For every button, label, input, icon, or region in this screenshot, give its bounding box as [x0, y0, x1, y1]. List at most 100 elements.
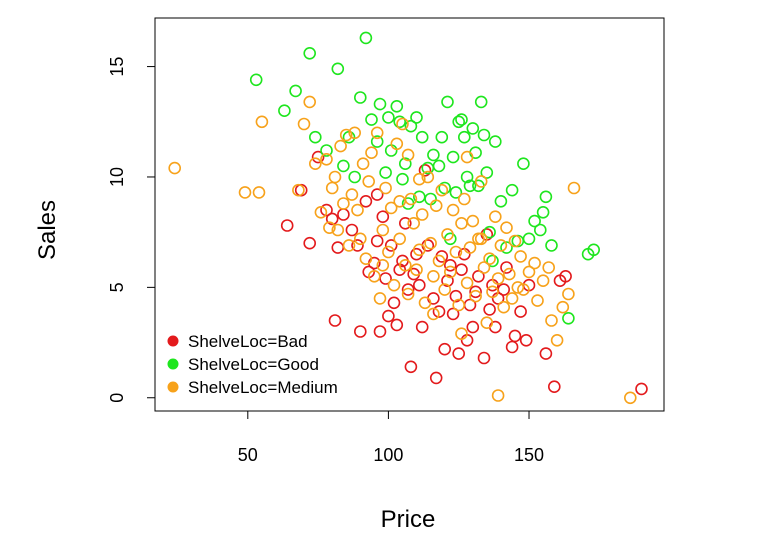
- data-point-good: [331, 62, 345, 76]
- data-point-good: [466, 122, 480, 135]
- data-point-medium: [562, 287, 575, 301]
- data-point-medium: [528, 256, 541, 270]
- data-point-medium: [497, 300, 511, 314]
- y-axis: 0 5 10 15: [107, 57, 156, 403]
- data-point-good: [427, 148, 440, 162]
- data-point-bad: [559, 269, 572, 283]
- data-point-medium: [359, 252, 373, 266]
- data-point-good: [398, 157, 412, 170]
- data-point-medium: [393, 232, 407, 246]
- data-point-medium: [542, 261, 556, 274]
- data-point-good: [289, 84, 302, 98]
- data-point-medium: [545, 314, 558, 327]
- data-point-medium: [373, 292, 387, 305]
- data-point-good: [365, 113, 378, 126]
- data-point-medium: [390, 137, 404, 151]
- data-point-bad: [359, 195, 373, 208]
- data-point-medium: [238, 186, 252, 199]
- data-point-good: [348, 170, 362, 184]
- data-point-medium: [517, 283, 530, 296]
- data-point-medium: [255, 115, 269, 129]
- data-point-bad: [508, 329, 522, 343]
- data-point-medium: [382, 245, 395, 259]
- data-point-medium: [480, 316, 494, 330]
- data-point-medium: [502, 267, 516, 281]
- data-point-good: [500, 241, 513, 254]
- data-point-good: [469, 146, 482, 159]
- data-point-good: [379, 166, 392, 179]
- data-point-good: [438, 181, 452, 195]
- data-point-medium: [168, 161, 181, 175]
- points-layer: [168, 31, 648, 405]
- data-point-good: [539, 190, 553, 204]
- data-point-medium: [351, 203, 364, 217]
- data-point-bad: [303, 236, 317, 250]
- data-point-medium: [556, 300, 570, 314]
- legend-marker: [167, 358, 179, 370]
- data-point-good: [435, 130, 449, 144]
- data-point-medium: [421, 170, 435, 184]
- data-point-bad: [401, 283, 415, 296]
- data-point-bad: [376, 210, 390, 223]
- data-point-good: [533, 223, 547, 237]
- data-point-medium: [410, 263, 423, 277]
- data-point-medium: [365, 146, 378, 159]
- data-point-bad: [404, 360, 418, 374]
- data-point-medium: [407, 217, 421, 230]
- data-point-bad: [382, 309, 395, 323]
- legend-label: ShelveLoc=Good: [188, 355, 319, 374]
- data-point-bad: [351, 239, 364, 252]
- data-point-medium: [252, 186, 266, 199]
- data-point-medium: [474, 175, 488, 188]
- data-point-good: [494, 195, 508, 208]
- data-point-bad: [519, 333, 533, 347]
- data-point-bad: [500, 261, 513, 274]
- data-point-good: [457, 130, 471, 144]
- data-point-bad: [514, 305, 527, 318]
- data-point-medium: [550, 333, 564, 347]
- data-point-good: [410, 111, 423, 124]
- data-point-medium: [412, 172, 426, 186]
- data-point-bad: [539, 347, 553, 360]
- data-point-good: [455, 113, 468, 126]
- data-point-bad: [446, 307, 460, 321]
- data-point-bad: [449, 289, 463, 303]
- data-point-medium: [466, 214, 480, 228]
- data-point-medium: [401, 287, 415, 301]
- data-point-good: [337, 159, 350, 173]
- data-point-good: [373, 97, 387, 111]
- data-point-medium: [449, 245, 463, 259]
- data-point-medium: [623, 391, 637, 405]
- legend-label: ShelveLoc=Bad: [188, 332, 308, 351]
- data-point-medium: [325, 181, 339, 195]
- data-point-bad: [483, 303, 496, 316]
- data-point-medium: [488, 210, 502, 223]
- data-point-bad: [455, 263, 468, 277]
- data-point-medium: [367, 269, 381, 283]
- data-point-medium: [342, 239, 356, 252]
- data-point-bad: [384, 239, 398, 252]
- data-point-medium: [398, 258, 412, 272]
- data-point-good: [446, 150, 460, 164]
- data-point-good: [522, 232, 536, 246]
- data-point-good: [320, 144, 333, 157]
- x-axis-title: Price: [381, 506, 436, 533]
- data-point-good: [483, 225, 496, 239]
- data-point-medium: [491, 272, 505, 285]
- data-point-medium: [432, 254, 446, 268]
- data-point-medium: [443, 265, 457, 279]
- data-point-medium: [412, 243, 426, 257]
- data-point-good: [441, 95, 454, 109]
- data-point-good: [390, 100, 404, 113]
- data-point-good: [536, 206, 550, 219]
- data-point-bad: [438, 342, 452, 356]
- data-point-medium: [345, 188, 359, 201]
- data-point-bad: [472, 269, 485, 283]
- data-point-good: [278, 104, 291, 117]
- data-point-good: [303, 46, 317, 60]
- data-point-medium: [339, 128, 353, 142]
- data-point-medium: [308, 157, 322, 170]
- data-point-medium: [362, 175, 376, 188]
- data-point-medium: [387, 278, 401, 292]
